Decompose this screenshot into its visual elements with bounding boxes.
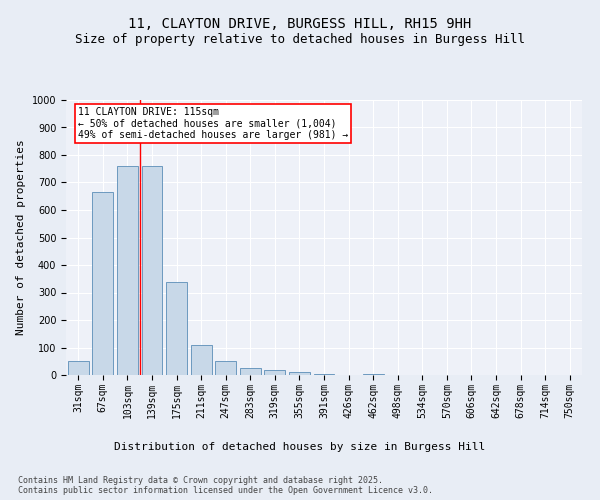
Bar	[92, 192, 113, 375]
Bar	[314, 374, 334, 375]
Text: Distribution of detached houses by size in Burgess Hill: Distribution of detached houses by size …	[115, 442, 485, 452]
Text: Size of property relative to detached houses in Burgess Hill: Size of property relative to detached ho…	[75, 32, 525, 46]
Text: 11, CLAYTON DRIVE, BURGESS HILL, RH15 9HH: 11, CLAYTON DRIVE, BURGESS HILL, RH15 9H…	[128, 18, 472, 32]
Bar	[166, 282, 187, 375]
Bar	[240, 368, 261, 375]
Text: Contains HM Land Registry data © Crown copyright and database right 2025.
Contai: Contains HM Land Registry data © Crown c…	[18, 476, 433, 495]
Bar	[191, 345, 212, 375]
Bar	[215, 361, 236, 375]
Y-axis label: Number of detached properties: Number of detached properties	[16, 140, 26, 336]
Bar	[362, 374, 383, 375]
Bar	[117, 166, 138, 375]
Bar	[68, 361, 89, 375]
Bar	[289, 372, 310, 375]
Bar	[265, 370, 286, 375]
Bar	[142, 166, 163, 375]
Text: 11 CLAYTON DRIVE: 115sqm
← 50% of detached houses are smaller (1,004)
49% of sem: 11 CLAYTON DRIVE: 115sqm ← 50% of detach…	[78, 107, 349, 140]
